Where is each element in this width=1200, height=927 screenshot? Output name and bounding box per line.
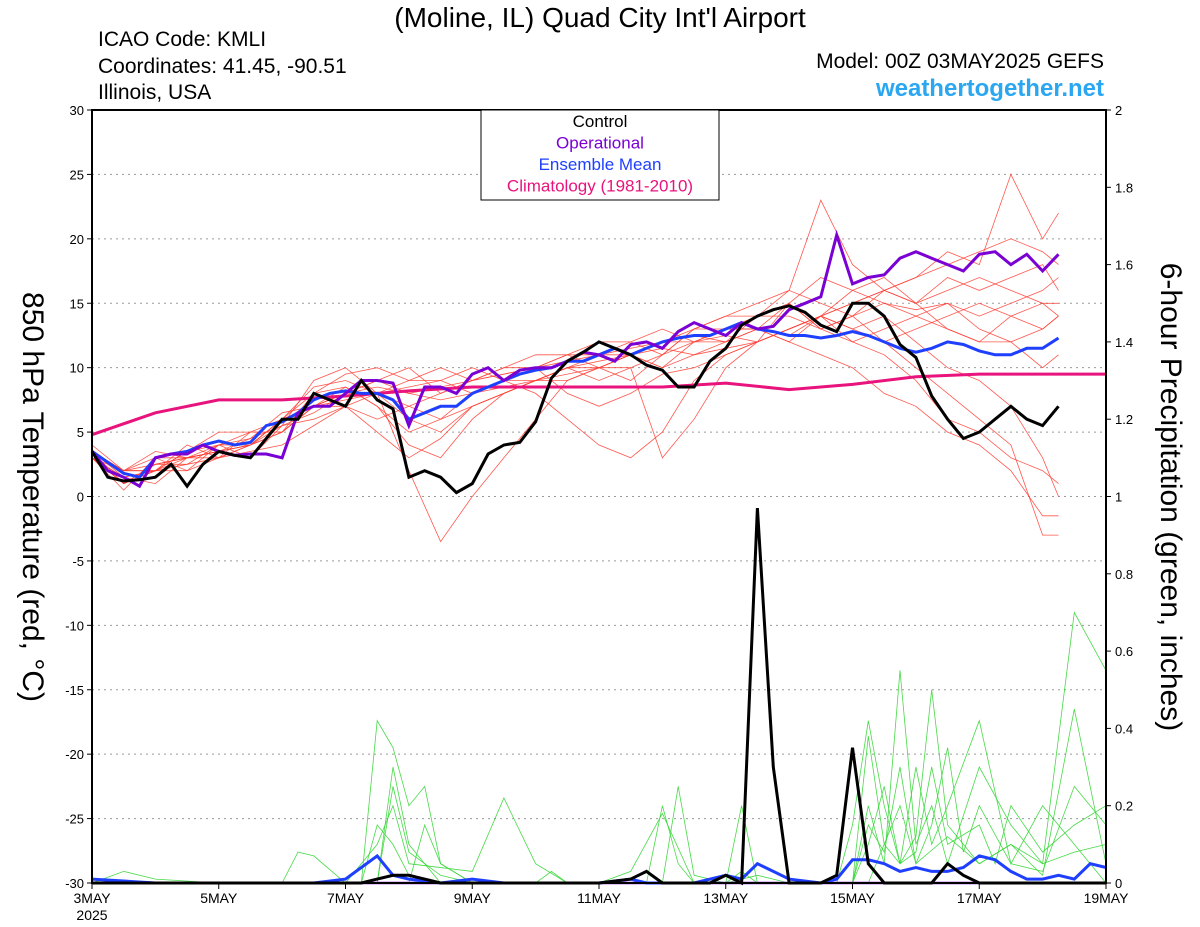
y-tick-label: 30: [70, 103, 84, 118]
y-tick-label: 25: [70, 167, 84, 182]
y2-tick-label: 1: [1115, 490, 1122, 505]
x-tick-sublabel: 2025: [76, 907, 107, 923]
plot-frame: [91, 109, 1107, 884]
temperature-member-line: [91, 315, 1059, 536]
temperature-member-line: [91, 315, 1059, 497]
temperature-member-line: [91, 277, 1059, 543]
legend-box: [480, 109, 720, 201]
y2-tick-label: 0.4: [1115, 721, 1133, 736]
legend: Control Operational Ensemble Mean Climatolo…: [480, 109, 720, 201]
x-tick-label: 5MAY: [200, 890, 238, 906]
coordinates: Coordinates: 41.45, -90.51: [98, 55, 347, 78]
precipitation-member-line: [92, 747, 1107, 884]
mean-temperature-line: [91, 320, 1060, 479]
control-precip-line: [92, 508, 1106, 886]
y2-tick-label: 1.6: [1115, 258, 1133, 273]
x-tick-label: 7MAY: [327, 890, 365, 906]
precipitation-member-line: [92, 689, 1107, 884]
x-tick-label: 13MAY: [703, 890, 749, 906]
x-tick-label: 9MAY: [454, 890, 492, 906]
legend-entry-operational: Operational: [556, 134, 644, 153]
precipitation-member-line: [92, 719, 1107, 884]
legend-entry-mean: Ensemble Mean: [539, 155, 662, 174]
y-tick-label: -5: [72, 554, 84, 569]
chart-title: (Moline, IL) Quad City Int'l Airport: [394, 2, 806, 33]
y-tick-label: -25: [65, 812, 84, 827]
temperature-member-line: [91, 302, 1059, 485]
control-temperature-line: [90, 301, 1060, 495]
y2-tick-label: 1.2: [1115, 412, 1133, 427]
site-url[interactable]: weathertogether.net: [875, 75, 1104, 102]
y-tick-label: -15: [65, 683, 84, 698]
y-tick-label: 0: [77, 490, 84, 505]
x-tick-label: 15MAY: [830, 890, 876, 906]
y-tick-label: 20: [70, 232, 84, 247]
main-series: [90, 229, 1107, 886]
legend-entry-climatology: Climatology (1981-2010): [507, 177, 693, 196]
y2-tick-label: 0: [1115, 876, 1122, 891]
y2-tick-label: 2: [1115, 103, 1122, 118]
legend-entry-control: Control: [573, 112, 628, 131]
y2-tick-label: 1.8: [1115, 180, 1133, 195]
y2-tick-label: 0.6: [1115, 644, 1133, 659]
x-tick-label: 3MAY: [73, 890, 111, 906]
y-tick-label: 5: [77, 425, 84, 440]
x-tick-label: 17MAY: [957, 890, 1003, 906]
model-run: Model: 00Z 03MAY2025 GEFS: [816, 50, 1104, 73]
y-tick-label: 15: [70, 296, 84, 311]
icao-code: ICAO Code: KMLI: [98, 28, 267, 51]
x-tick-label: 19MAY: [1084, 890, 1130, 906]
precipitation-members: [91, 611, 1107, 884]
axes: 302520151050-5-10-15-20-25-3021.81.61.41…: [65, 103, 1133, 923]
climatology-line: [91, 372, 1106, 437]
y-tick-label: 10: [70, 361, 84, 376]
precipitation-member-line: [92, 766, 1107, 884]
region: Illinois, USA: [98, 81, 212, 104]
y2-tick-label: 0.8: [1115, 567, 1133, 582]
y2-tick-label: 0.2: [1115, 799, 1133, 814]
y-tick-label: -30: [65, 876, 84, 891]
y-tick-label: -20: [65, 747, 84, 762]
y-tick-label: -10: [65, 618, 84, 633]
temperature-member-line: [91, 277, 1059, 478]
x-tick-label: 11MAY: [577, 890, 621, 906]
y2-tick-label: 1.4: [1115, 335, 1133, 350]
grid: [92, 173, 1106, 820]
